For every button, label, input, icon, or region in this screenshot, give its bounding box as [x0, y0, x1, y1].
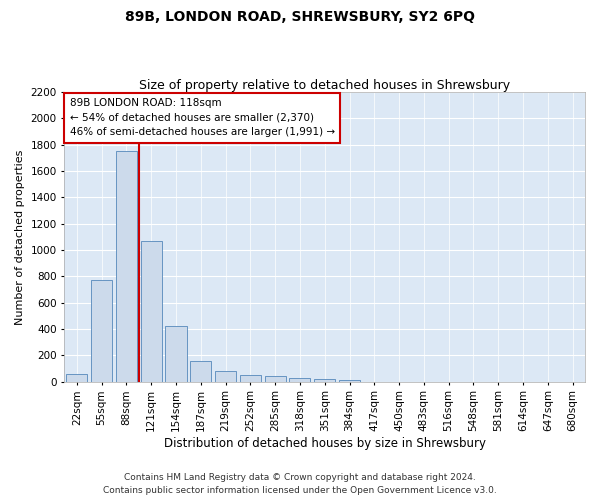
Bar [116, 152, 137, 382]
Bar [289, 378, 310, 382]
Bar [140, 242, 162, 382]
X-axis label: Distribution of detached houses by size in Shrewsbury: Distribution of detached houses by size … [164, 437, 486, 450]
Bar [314, 379, 335, 382]
Text: 89B LONDON ROAD: 118sqm
← 54% of detached houses are smaller (2,370)
46% of semi: 89B LONDON ROAD: 118sqm ← 54% of detache… [70, 98, 335, 138]
Bar [91, 280, 112, 382]
Bar [166, 326, 187, 382]
Bar [339, 380, 360, 382]
Text: Contains HM Land Registry data © Crown copyright and database right 2024.
Contai: Contains HM Land Registry data © Crown c… [103, 474, 497, 495]
Y-axis label: Number of detached properties: Number of detached properties [15, 149, 25, 324]
Bar [265, 376, 286, 382]
Bar [215, 371, 236, 382]
Bar [190, 362, 211, 382]
Title: Size of property relative to detached houses in Shrewsbury: Size of property relative to detached ho… [139, 79, 510, 92]
Bar [67, 374, 88, 382]
Text: 89B, LONDON ROAD, SHREWSBURY, SY2 6PQ: 89B, LONDON ROAD, SHREWSBURY, SY2 6PQ [125, 10, 475, 24]
Bar [240, 375, 261, 382]
